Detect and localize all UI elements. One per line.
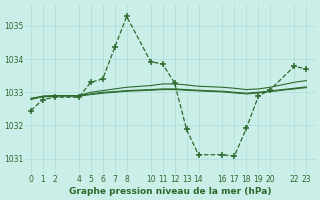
X-axis label: Graphe pression niveau de la mer (hPa): Graphe pression niveau de la mer (hPa) xyxy=(69,187,272,196)
